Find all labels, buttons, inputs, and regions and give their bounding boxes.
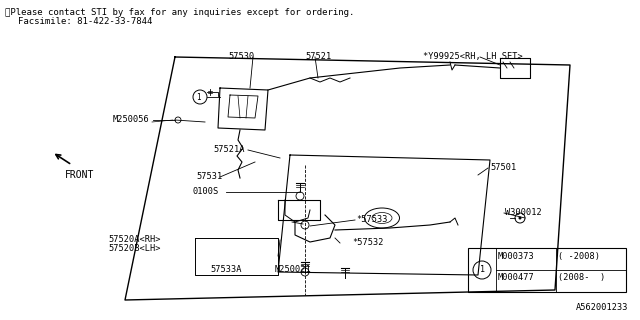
Text: 57521: 57521	[305, 52, 332, 61]
Text: 57533A: 57533A	[210, 265, 241, 274]
Text: *57532: *57532	[352, 238, 383, 247]
Text: *57533: *57533	[356, 215, 387, 224]
Text: FRONT: FRONT	[65, 170, 94, 180]
Text: M250021: M250021	[275, 265, 312, 274]
Text: M000373: M000373	[498, 252, 535, 261]
Text: (2008-  ): (2008- )	[558, 273, 605, 282]
Bar	[468, 248, 626, 292]
Text: Facsimile: 81-422-33-7844: Facsimile: 81-422-33-7844	[18, 17, 152, 26]
Text: ※Please contact STI by fax for any inquiries except for ordering.: ※Please contact STI by fax for any inqui…	[5, 8, 355, 17]
Text: *Y99925<RH, LH SET>: *Y99925<RH, LH SET>	[423, 52, 523, 61]
Text: W300012: W300012	[505, 208, 541, 217]
Text: 0100S: 0100S	[192, 187, 218, 196]
Text: 57531: 57531	[196, 172, 222, 181]
Text: 57520A<RH>: 57520A<RH>	[108, 235, 161, 244]
Text: 57501: 57501	[490, 163, 516, 172]
Text: 57520B<LH>: 57520B<LH>	[108, 244, 161, 253]
Text: ( -2008): ( -2008)	[558, 252, 600, 261]
Text: M000477: M000477	[498, 273, 535, 282]
Text: M250056: M250056	[113, 115, 150, 124]
Text: A562001233: A562001233	[575, 303, 628, 312]
Text: 57530: 57530	[228, 52, 254, 61]
Circle shape	[518, 217, 522, 220]
Text: 1: 1	[196, 92, 200, 101]
Text: 57521A: 57521A	[213, 145, 244, 154]
Text: 1: 1	[479, 266, 484, 275]
